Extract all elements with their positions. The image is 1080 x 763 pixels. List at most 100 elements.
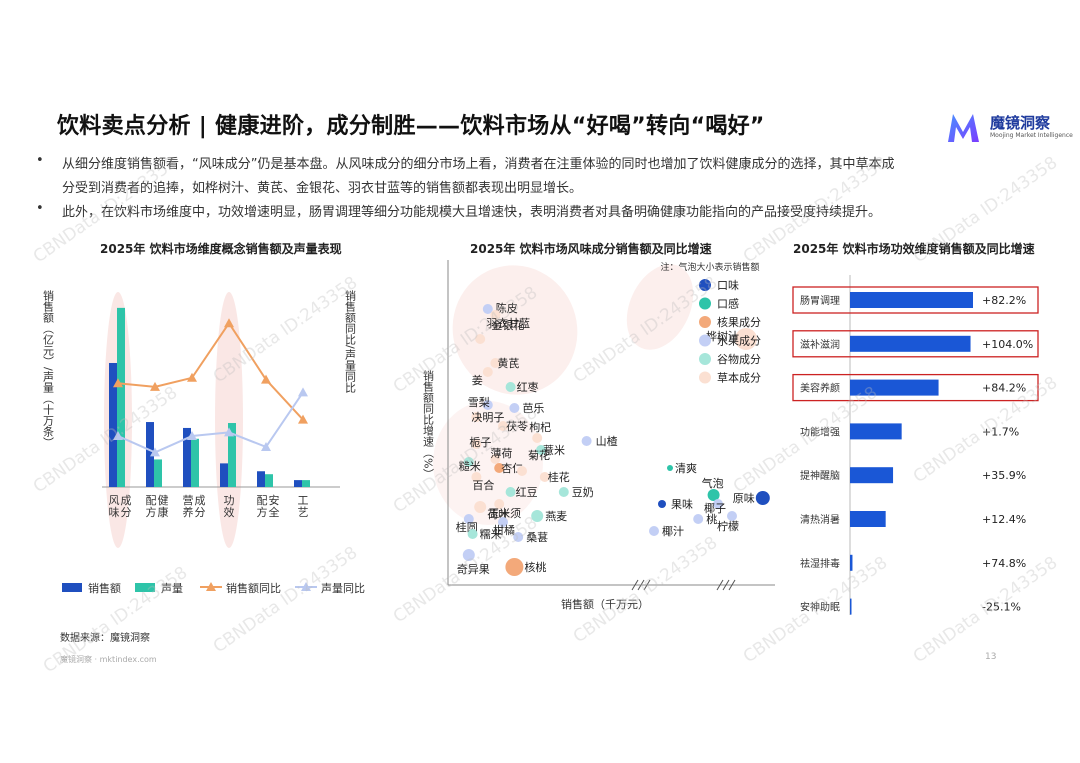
chart3-growth-label: +82.2% [982,294,1026,307]
chart1-x-tick-char: 配 [146,494,157,507]
chart3-category-label: 祛湿排毒 [800,557,840,570]
chart2-point [463,457,474,467]
chart1-line-sales-yoy-marker [298,414,308,424]
chart1-y-right-label: 销售额同比/声量同比 [344,289,357,393]
chart1-line-volume-yoy-marker [113,431,123,441]
chart3-category-label: 清热消暑 [800,513,840,526]
chart2-point [536,445,546,455]
chart1-x-tick-char: 成 [121,494,132,507]
chart3-bars: 肠胃调理 +82.2% 滋补滋润 +104.0% 美容养颜 +84.2% 功能增强 +1.7%… [792,286,1039,615]
chart1-line-sales-yoy-marker [224,318,234,328]
chart2-legend-swatch [699,279,711,291]
chart2-point-label: 雪梨 [468,395,490,409]
chart2-legend-label: 水果成分 [717,335,761,348]
chart2-point [581,436,592,446]
chart1-bar-volume [265,474,273,487]
chart2-axis-break [631,579,736,591]
chart1-x-tick-char: 风 [109,494,120,507]
chart1-x-tick-char: 分 [121,506,132,519]
chart2-point [667,465,673,471]
chart3-highlight-box [792,330,1039,358]
chart2-point-label: 果味 [671,498,693,511]
chart1-x-tick-char: 分 [195,506,206,519]
chart1-bar-sales [109,362,117,487]
chart2-legend-swatch [699,334,711,347]
chart1-x-tick-char: 效 [224,505,235,519]
chart2-point [509,403,520,413]
logo-m-icon [948,114,979,142]
chart2-point [482,367,493,377]
chart1-x-tick-char: 健 [158,494,169,507]
chart3-category-label: 提神醒脑 [800,469,840,482]
chart2-point-label: 山楂 [596,434,618,448]
chart1-bar-sales [146,422,154,487]
bullet-marker: • [36,153,44,168]
chart3-bar [850,292,973,308]
chart1-line-volume-yoy-marker [298,387,308,397]
chart2-point-label: 清爽 [675,462,697,475]
chart2-point-label: 桑葚 [526,531,548,544]
chart2-highlight [452,265,578,395]
chart3-bar [850,335,971,352]
chart2-legend-swatch [699,371,711,384]
chart2-point-label: 菊花 [528,449,550,462]
chart2-point-label: 气泡 [702,476,724,490]
chart2-point [658,500,666,508]
chart2-point [727,511,737,521]
chart2-point [505,558,524,576]
chart3-growth-label: +104.0% [982,338,1033,351]
chart1-x-tick-char: 全 [269,505,280,519]
chart3-growth-label: -25.1% [982,601,1021,614]
chart1-line-sales-yoy-marker [187,372,197,382]
chart2-point [693,514,704,524]
chart3-growth-label: +1.7% [982,425,1019,438]
chart2-title: 2025年 饮料市场风味成分销售额及同比增速 [470,242,712,256]
chart1-line-volume-yoy-marker [150,447,160,457]
chart2-point [474,501,487,513]
chart2-point-label: 柠檬 [717,519,739,533]
chart2-point-label: 羽衣甘蓝 [486,316,530,330]
chart1-x-tick-char: 工 [298,494,309,507]
chart2-point [713,499,723,509]
chart2-point-label: 茯苓 [506,419,528,433]
chart2-point-label: 核桃 [524,560,546,574]
chart2-point [498,421,508,431]
chart2-point [494,499,505,509]
chart2-point-label: 百合 [472,478,494,492]
chart1-bar-volume [154,459,162,487]
chart2-point [707,489,720,501]
chart1-legend-marker [301,582,311,591]
chart3-bar [850,379,939,396]
chart1-legend-swatch [135,583,155,592]
chart2-point [539,472,550,482]
chart2-legend-label: 口感 [717,298,739,311]
chart2-point-label: 豆奶 [572,485,594,499]
chart1-bar-volume [302,480,310,487]
chart1-x-tick-char: 配 [257,494,268,507]
chart1-lines [113,318,308,457]
chart1-bar-sales [220,463,228,487]
bullet-1-line-2: 分受到消费者的追捧，如桦树汁、黄芪、金银花、羽衣甘蓝等的销售额都表现出明显增长。 [62,181,583,196]
chart1-x-tick-char: 成 [195,494,206,507]
bullet-1-line-1: 从细分维度销售额看，“风味成分”仍是基本盘。从风味成分的细分市场上看，消费者在注… [62,157,895,172]
chart1-x-tick-char: 艺 [298,506,309,519]
chart2-point-label: 桂花 [548,470,570,484]
chart3-bar [850,467,894,484]
chart2-y-label: 销售额同比增速（%） [422,369,435,480]
chart1-bar-volume [191,438,199,487]
chart3-growth-label: +84.2% [982,382,1026,395]
page-title: 饮料卖点分析 | 健康进阶，成分制胜——饮料市场从“好喝”转向“喝好” [57,114,765,139]
chart1-x-tick-char: 安 [269,493,280,507]
chart2-point [532,433,543,443]
chart1-bar-line: 销售额（亿元）/声量（十万条） 销售额同比/声量同比 风味成分配方健康营养成分功… [42,289,366,595]
chart1-line-volume-yoy-marker [187,431,197,441]
chart2-legend-label: 口味 [717,279,739,292]
chart2-point [490,358,501,368]
chart1-x-tick-char: 康 [158,505,169,519]
chart2-point [463,514,474,524]
chart2-point-label: 燕麦 [545,510,567,523]
chart2-bubble-scatter: 注：气泡大小表示销售额 销售额同比增速（%） 销售额（千万元） 陈皮金银花羽衣甘… [422,260,775,611]
chart2-legend-swatch [699,316,711,328]
chart2-point-label: 奇异果 [457,563,490,576]
chart2-point [471,439,482,449]
